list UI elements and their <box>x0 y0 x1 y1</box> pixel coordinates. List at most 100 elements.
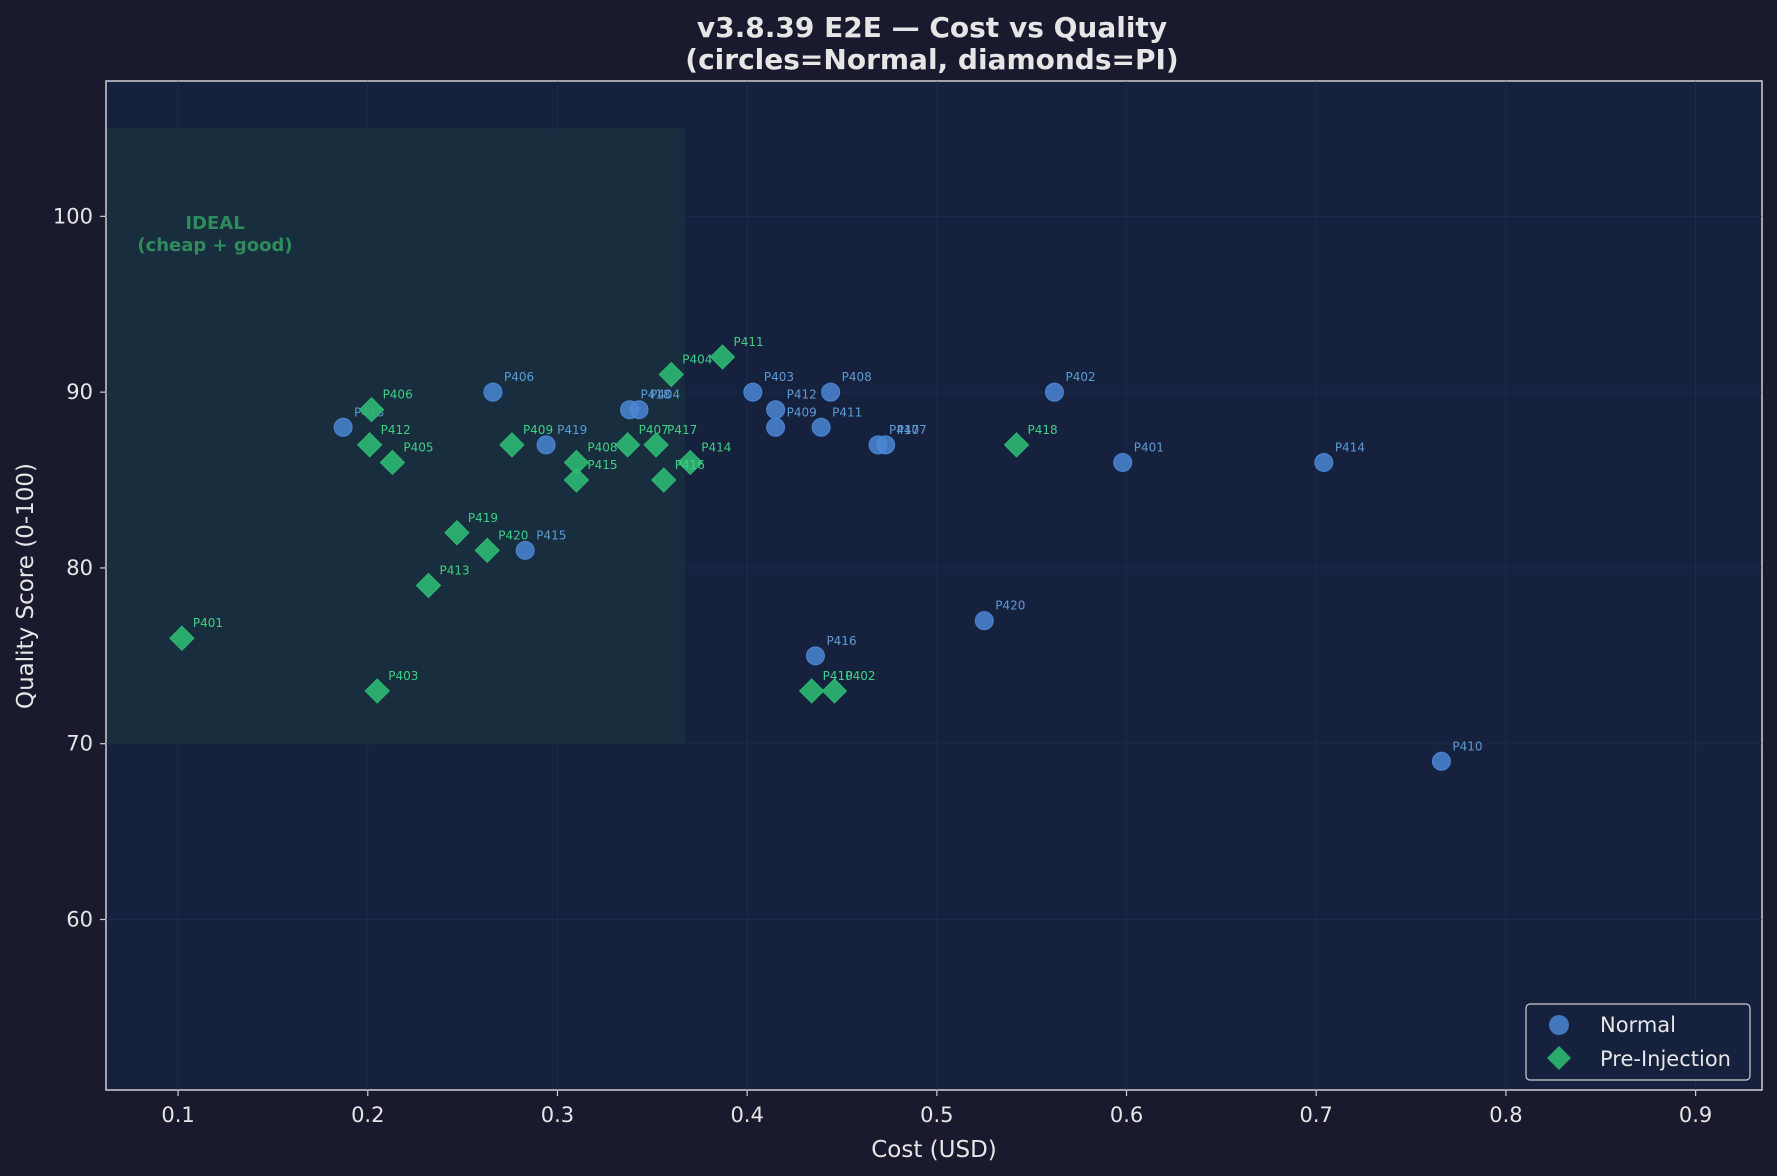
legend-pre-injection-label: Pre-Injection <box>1600 1047 1731 1071</box>
normal-point-label: P420 <box>995 599 1025 613</box>
normal-point <box>743 382 763 402</box>
x-tick-label: 0.8 <box>1489 1103 1522 1127</box>
normal-point <box>1113 452 1133 472</box>
normal-point-label: P416 <box>826 634 856 648</box>
y-axis-label: Quality Score (0-100) <box>13 463 39 709</box>
normal-point <box>620 400 640 420</box>
pre-injection-point-label: P419 <box>468 511 498 525</box>
normal-point <box>766 400 786 420</box>
pre-injection-point-label: P414 <box>701 440 731 454</box>
legend-box <box>1525 1003 1751 1081</box>
normal-point-label: P412 <box>787 388 817 402</box>
normal-point <box>974 611 994 631</box>
pre-injection-point-label: P410 <box>823 669 853 683</box>
normal-point <box>821 382 841 402</box>
chart-title: v3.8.39 E2E — Cost vs Quality <box>697 11 1167 44</box>
normal-point-label: P415 <box>536 528 566 542</box>
pre-injection-point <box>356 432 383 458</box>
pre-injection-point-label: P401 <box>193 616 223 630</box>
x-tick-label: 0.4 <box>730 1103 763 1127</box>
pre-injection-point-label: P416 <box>675 458 705 472</box>
pre-injection-point <box>444 520 470 546</box>
normal-point <box>483 382 503 402</box>
normal-point-label: P411 <box>832 405 862 419</box>
x-tick-label: 0.9 <box>1679 1103 1712 1127</box>
legend-pre-injection-marker <box>1547 1046 1571 1070</box>
y-tick-label: 70 <box>66 732 93 756</box>
pre-injection-point <box>658 361 684 388</box>
x-tick-label: 0.6 <box>1110 1103 1143 1127</box>
normal-point <box>536 435 556 455</box>
pre-injection-point <box>677 449 703 476</box>
x-tick-label: 0.2 <box>351 1103 384 1127</box>
normal-point-label: P401 <box>1134 440 1164 454</box>
y-tick-label: 100 <box>53 204 93 228</box>
x-tick-label: 0.7 <box>1300 1103 1333 1127</box>
normal-point <box>1431 751 1451 771</box>
normal-point-label: P414 <box>1335 440 1365 454</box>
normal-point <box>805 646 825 666</box>
normal-point-label: P402 <box>1065 370 1095 384</box>
normal-point <box>868 435 888 455</box>
pre-injection-point <box>821 678 848 704</box>
data-points: P401 P402 P403 P404 P405 P406 P407 P408 P409 P410… <box>169 335 1725 1053</box>
pre-injection-point-label: P420 <box>498 528 528 542</box>
axis-ticks: 0.1 0.2 0.3 0.4 0.5 0.6 0.7 0.8 0.9 60 70 80 90 100 <box>53 204 1712 1127</box>
pre-injection-point-label: P403 <box>388 669 418 683</box>
x-axis-label: Cost (USD) <box>871 1137 997 1163</box>
pre-injection-point-label: P413 <box>439 564 469 578</box>
normal-point <box>1044 382 1064 402</box>
ideal-region-sublabel: (cheap + good) <box>137 235 292 256</box>
ideal-region-label: IDEAL <box>185 213 244 234</box>
pre-injection-point <box>563 467 590 493</box>
normal-point-label: P403 <box>764 370 794 384</box>
pre-injection-point <box>614 432 641 458</box>
pre-injection-point-label: P404 <box>682 353 712 367</box>
ideal-region <box>107 128 685 744</box>
pre-injection-point-label: P411 <box>733 335 763 349</box>
pre-injection-point-label: P407 <box>639 423 669 437</box>
x-tick-label: 0.1 <box>161 1103 194 1127</box>
pre-injection-point-label: P405 <box>403 440 433 454</box>
y-tick-label: 90 <box>66 380 93 404</box>
pre-injection-point <box>1003 432 1030 458</box>
y-tick-label: 60 <box>66 907 93 931</box>
pre-injection-point <box>379 449 406 476</box>
legend-normal-marker <box>1549 1015 1569 1035</box>
pre-injection-point <box>650 467 677 493</box>
normal-point-label: P404 <box>650 388 680 402</box>
normal-point <box>1314 452 1334 472</box>
chart-subtitle: (circles=Normal, diamonds=PI) <box>685 43 1178 76</box>
y-tick-label: 80 <box>66 556 93 580</box>
pre-injection-point-label: P402 <box>845 669 875 683</box>
pre-injection-point-label: P417 <box>667 423 697 437</box>
legend-normal-label: Normal <box>1600 1013 1676 1037</box>
normal-point-label: P418 <box>641 388 671 402</box>
normal-point-label: P407 <box>897 423 927 437</box>
normal-point-label: P410 <box>1452 739 1482 753</box>
normal-point <box>515 540 535 560</box>
pre-injection-point <box>643 432 669 458</box>
pre-injection-point <box>364 678 390 704</box>
normal-point-label: P408 <box>842 370 872 384</box>
pre-injection-point-label: P418 <box>1028 423 1058 437</box>
pre-injection-point <box>474 537 500 564</box>
pre-injection-point-label: P409 <box>523 423 553 437</box>
x-tick-label: 0.5 <box>920 1103 953 1127</box>
pre-injection-point-label: P408 <box>587 440 617 454</box>
normal-point <box>766 417 786 437</box>
pre-injection-point-label: P412 <box>381 423 411 437</box>
normal-point-label: P417 <box>889 423 919 437</box>
legend: Normal Pre-Injection <box>1525 1003 1751 1081</box>
pre-injection-point-label: P406 <box>383 388 413 402</box>
normal-point <box>811 417 831 437</box>
pre-injection-point <box>169 625 195 651</box>
pre-injection-point-label: P415 <box>587 458 617 472</box>
normal-point-label: P409 <box>787 405 817 419</box>
pre-injection-point <box>499 432 525 458</box>
pre-injection-point <box>358 397 385 423</box>
pre-injection-point <box>709 344 736 370</box>
pre-injection-point <box>798 678 825 704</box>
x-tick-label: 0.3 <box>541 1103 574 1127</box>
